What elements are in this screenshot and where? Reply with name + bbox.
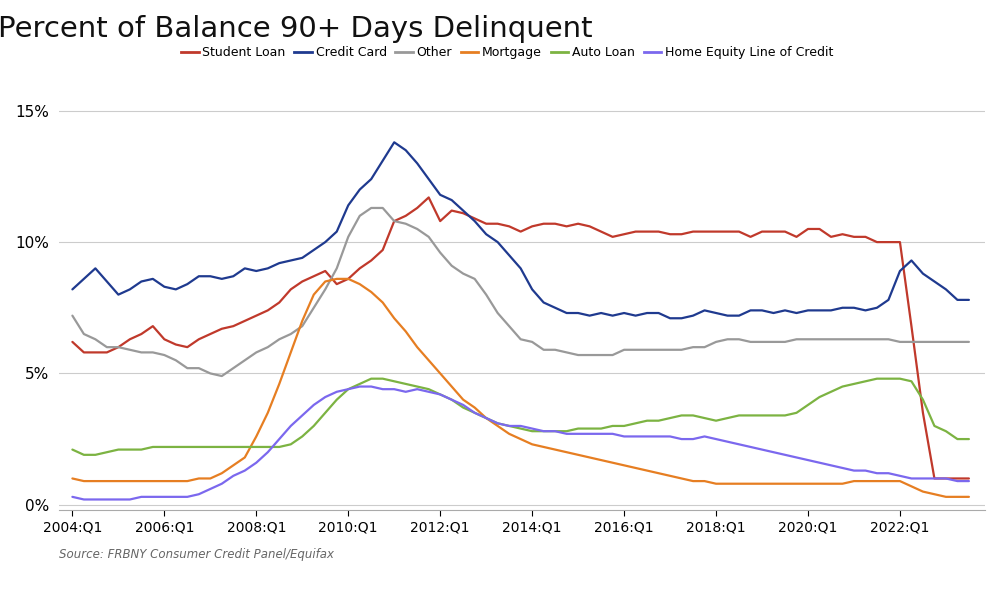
Student Loan	[733, 228, 745, 235]
Credit Card	[285, 257, 297, 264]
Legend: Student Loan, Credit Card, Other, Mortgage, Auto Loan, Home Equity Line of Credi: Student Loan, Credit Card, Other, Mortga…	[176, 42, 838, 65]
Credit Card	[66, 286, 78, 293]
Student Loan	[928, 475, 940, 482]
Mortgage	[331, 275, 343, 283]
Auto Loan	[457, 404, 469, 411]
Line: Other: Other	[72, 208, 969, 376]
Line: Student Loan: Student Loan	[72, 198, 969, 478]
Credit Card	[446, 196, 458, 204]
Auto Loan	[446, 396, 458, 403]
Mortgage	[733, 480, 745, 487]
Line: Auto Loan: Auto Loan	[72, 379, 969, 455]
Text: Percent of Balance 90+ Days Delinquent: Percent of Balance 90+ Days Delinquent	[0, 15, 593, 43]
Credit Card	[434, 191, 446, 199]
Line: Mortgage: Mortgage	[72, 279, 969, 497]
Mortgage	[595, 457, 607, 464]
Other	[216, 373, 228, 380]
Other	[446, 262, 458, 269]
Mortgage	[66, 475, 78, 482]
Credit Card	[664, 315, 676, 322]
Auto Loan	[66, 446, 78, 453]
Auto Loan	[296, 433, 308, 440]
Home Equity Line of Credit	[457, 401, 469, 408]
Home Equity Line of Credit	[354, 383, 366, 390]
Line: Credit Card: Credit Card	[72, 143, 969, 318]
Other	[607, 352, 619, 359]
Credit Card	[595, 309, 607, 316]
Credit Card	[745, 307, 757, 314]
Auto Loan	[78, 451, 90, 458]
Home Equity Line of Credit	[78, 496, 90, 503]
Student Loan	[963, 475, 975, 482]
Text: Source: FRBNY Consumer Credit Panel/Equifax: Source: FRBNY Consumer Credit Panel/Equi…	[59, 548, 334, 561]
Home Equity Line of Credit	[66, 493, 78, 501]
Credit Card	[308, 246, 320, 254]
Mortgage	[285, 349, 297, 356]
Auto Loan	[607, 422, 619, 429]
Other	[66, 312, 78, 320]
Home Equity Line of Credit	[745, 443, 757, 451]
Mortgage	[940, 493, 952, 501]
Student Loan	[446, 207, 458, 214]
Other	[296, 323, 308, 330]
Student Loan	[66, 338, 78, 345]
Other	[457, 270, 469, 277]
Mortgage	[446, 383, 458, 390]
Auto Loan	[319, 409, 331, 416]
Home Equity Line of Credit	[319, 393, 331, 400]
Student Loan	[595, 228, 607, 235]
Other	[319, 286, 331, 293]
Home Equity Line of Credit	[446, 396, 458, 403]
Home Equity Line of Credit	[607, 430, 619, 437]
Home Equity Line of Credit	[296, 412, 308, 419]
Credit Card	[388, 139, 400, 146]
Home Equity Line of Credit	[963, 478, 975, 485]
Mortgage	[963, 493, 975, 501]
Auto Loan	[963, 435, 975, 443]
Other	[963, 338, 975, 345]
Other	[365, 204, 377, 211]
Credit Card	[963, 296, 975, 303]
Student Loan	[434, 217, 446, 225]
Other	[745, 338, 757, 345]
Mortgage	[308, 291, 320, 298]
Auto Loan	[745, 412, 757, 419]
Student Loan	[285, 286, 297, 293]
Line: Home Equity Line of Credit: Home Equity Line of Credit	[72, 387, 969, 500]
Student Loan	[308, 272, 320, 280]
Mortgage	[434, 370, 446, 377]
Student Loan	[423, 194, 435, 201]
Auto Loan	[365, 375, 377, 382]
